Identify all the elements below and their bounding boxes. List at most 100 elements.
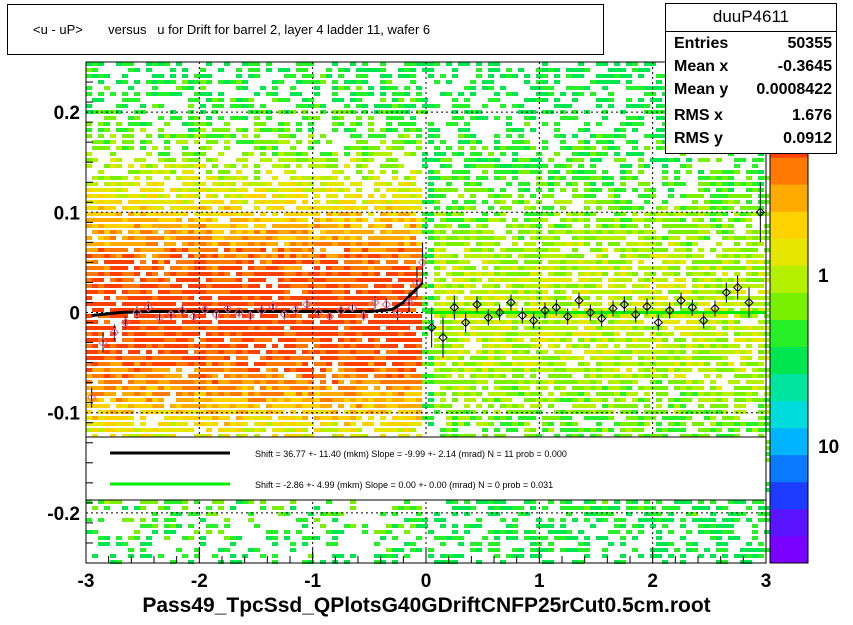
- heatmap-cell: [524, 116, 530, 120]
- heatmap-cell: [602, 170, 608, 174]
- heatmap-cell: [176, 338, 182, 342]
- heatmap-cell: [578, 128, 584, 132]
- heatmap-cell: [200, 86, 206, 90]
- heatmap-cell: [566, 218, 572, 222]
- heatmap-cell: [494, 146, 500, 150]
- heatmap-cell: [176, 272, 182, 276]
- heatmap-cell: [500, 422, 506, 426]
- heatmap-cell: [518, 170, 524, 174]
- heatmap-cell: [116, 248, 122, 252]
- heatmap-cell: [548, 182, 554, 186]
- heatmap-cell: [248, 290, 254, 294]
- heatmap-cell: [422, 104, 428, 108]
- heatmap-cell: [320, 254, 326, 258]
- heatmap-cell: [524, 254, 530, 258]
- heatmap-cell: [212, 554, 218, 558]
- heatmap-cell: [350, 386, 356, 390]
- heatmap-cell: [572, 98, 578, 102]
- heatmap-cell: [104, 86, 110, 90]
- heatmap-cell: [542, 422, 548, 426]
- heatmap-cell: [194, 116, 200, 120]
- heatmap-cell: [524, 296, 530, 300]
- heatmap-cell: [296, 254, 302, 258]
- heatmap-cell: [542, 326, 548, 330]
- heatmap-cell: [284, 350, 290, 354]
- heatmap-cell: [230, 332, 236, 336]
- heatmap-cell: [584, 212, 590, 216]
- heatmap-cell: [152, 296, 158, 300]
- heatmap-cell: [344, 410, 350, 414]
- heatmap-cell: [152, 518, 158, 522]
- heatmap-cell: [332, 62, 338, 66]
- heatmap-cell: [458, 422, 464, 426]
- heatmap-cell: [476, 230, 482, 234]
- heatmap-cell: [590, 194, 596, 198]
- heatmap-cell: [362, 530, 368, 534]
- heatmap-cell: [380, 416, 386, 420]
- heatmap-cell: [266, 350, 272, 354]
- heatmap-cell: [428, 200, 434, 204]
- heatmap-cell: [566, 434, 572, 438]
- heatmap-cell: [200, 302, 206, 306]
- heatmap-cell: [116, 122, 122, 126]
- heatmap-cell: [332, 326, 338, 330]
- heatmap-cell: [596, 320, 602, 324]
- heatmap-cell: [356, 332, 362, 336]
- heatmap-cell: [98, 290, 104, 294]
- heatmap-cell: [230, 296, 236, 300]
- heatmap-cell: [200, 392, 206, 396]
- heatmap-cell: [278, 512, 284, 516]
- heatmap-cell: [338, 428, 344, 432]
- heatmap-cell: [518, 104, 524, 108]
- heatmap-cell: [488, 548, 494, 552]
- heatmap-cell: [494, 380, 500, 384]
- heatmap-cell: [404, 248, 410, 252]
- heatmap-cell: [110, 308, 116, 312]
- heatmap-cell: [428, 554, 434, 558]
- heatmap-cell: [524, 362, 530, 366]
- heatmap-cell: [434, 158, 440, 162]
- heatmap-cell: [554, 134, 560, 138]
- heatmap-cell: [140, 398, 146, 402]
- heatmap-cell: [266, 380, 272, 384]
- heatmap-cell: [194, 122, 200, 126]
- heatmap-cell: [572, 410, 578, 414]
- heatmap-cell: [158, 290, 164, 294]
- heatmap-cell: [350, 338, 356, 342]
- heatmap-cell: [524, 326, 530, 330]
- heatmap-cell: [326, 398, 332, 402]
- heatmap-cell: [350, 212, 356, 216]
- heatmap-cell: [464, 308, 470, 312]
- heatmap-cell: [488, 62, 494, 66]
- heatmap-cell: [206, 242, 212, 246]
- heatmap-cell: [512, 224, 518, 228]
- heatmap-cell: [254, 338, 260, 342]
- heatmap-cell: [326, 260, 332, 264]
- heatmap-cell: [314, 200, 320, 204]
- heatmap-cell: [320, 362, 326, 366]
- heatmap-cell: [92, 506, 98, 510]
- heatmap-cell: [230, 554, 236, 558]
- heatmap-cell: [338, 314, 344, 318]
- heatmap-cell: [458, 128, 464, 132]
- heatmap-cell: [308, 236, 314, 240]
- heatmap-cell: [482, 326, 488, 330]
- heatmap-cell: [284, 140, 290, 144]
- heatmap-cell: [206, 158, 212, 162]
- heatmap-cell: [206, 236, 212, 240]
- heatmap-cell: [500, 188, 506, 192]
- heatmap-cell: [122, 236, 128, 240]
- heatmap-cell: [518, 422, 524, 426]
- heatmap-cell: [326, 320, 332, 324]
- heatmap-cell: [242, 194, 248, 198]
- heatmap-cell: [158, 332, 164, 336]
- heatmap-cell: [386, 260, 392, 264]
- heatmap-cell: [464, 260, 470, 264]
- heatmap-cell: [188, 362, 194, 366]
- heatmap-cell: [608, 386, 614, 390]
- heatmap-cell: [350, 506, 356, 510]
- heatmap-cell: [500, 320, 506, 324]
- heatmap-cell: [554, 200, 560, 204]
- heatmap-cell: [362, 356, 368, 360]
- heatmap-cell: [416, 302, 422, 306]
